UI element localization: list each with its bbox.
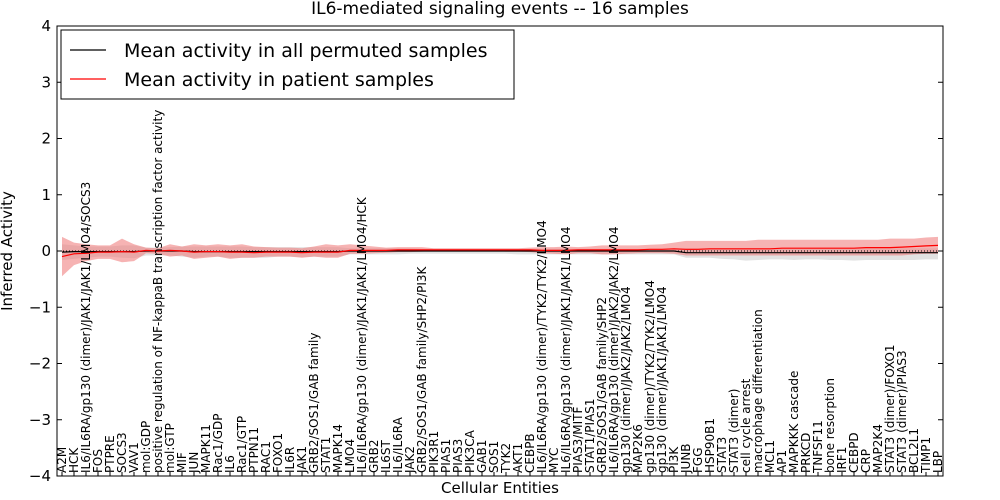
x-tick-label: GAB1 (475, 440, 489, 473)
y-tick-label: 1 (41, 186, 51, 204)
band-patient (62, 236, 938, 277)
x-tick-label: Rac1/GDP (211, 414, 225, 473)
x-tick-label: FGG (691, 448, 705, 474)
x-tick-label: PIK3R1 (427, 431, 441, 473)
y-tick-label: 2 (41, 130, 51, 148)
x-tick-label: PTPRE (103, 435, 117, 473)
x-tick-label: Rac1/GTP (235, 416, 249, 473)
x-tick-label: SOCS3 (115, 432, 129, 473)
x-tick-label: STAT3 (715, 437, 729, 473)
x-tick-label: CRP (859, 449, 873, 473)
x-tick-label: TYK2 (499, 443, 513, 474)
x-tick-label: JUNB (679, 443, 693, 474)
x-tick-label: MAPKKK cascade (787, 371, 801, 473)
x-tick-label: gp130 (dimer)/TYK2/TYK2/LMO4 (643, 280, 657, 473)
y-tick-label: 3 (41, 73, 51, 91)
x-tick-label: IL6/IL6RA (391, 416, 405, 473)
x-axis-label: Cellular Entities (441, 479, 559, 497)
y-tick-label: −4 (29, 467, 51, 485)
legend: Mean activity in all permuted samples Me… (60, 29, 515, 100)
y-tick-label: −3 (29, 411, 51, 429)
x-tick-label: PTPN11 (247, 427, 261, 473)
x-tick-label: IL6/IL6RA/gp130 (dimer)/TYK2/TYK2/LMO4 (535, 220, 549, 473)
x-tick-label: PRKCD (799, 433, 813, 473)
x-tick-label: LMO4 (343, 439, 357, 473)
x-tick-label: IL6/IL6RA/gp130 (dimer)/JAK1/JAK1/LMO4/S… (79, 182, 93, 473)
x-tick-label: IL6ST (379, 440, 393, 473)
y-axis-label: Inferred Activity (0, 191, 16, 311)
x-tick-label: VAV1 (127, 442, 141, 473)
x-tick-label: A2M (55, 447, 69, 473)
x-tick-label: FOXO1 (271, 433, 285, 473)
x-tick-label: positive regulation of NF-kappaB transcr… (151, 110, 165, 473)
legend-box (60, 29, 515, 100)
x-tick-label: GRB2/SOS1/GAB family (307, 333, 321, 474)
x-tick-label: TIMP1 (919, 437, 933, 474)
x-tick-label: RAC1 (259, 441, 273, 473)
x-tick-label: IL6/IL6RA/gp130 (dimer)/JAK1/JAK1/LMO4 (559, 227, 573, 473)
x-tick-label: STAT1 (319, 437, 333, 473)
x-tick-label: STAT3 (dimer)/PIAS3 (895, 350, 909, 473)
x-tick-label: PIAS3 (451, 439, 465, 473)
y-tick-label: 4 (41, 17, 51, 35)
x-tick-label: gp130 (dimer)/JAK1/JAK1/LMO4 (655, 286, 669, 473)
x-tick-label: SOS1 (487, 441, 501, 473)
x-tick-label: CEBPD (847, 432, 861, 473)
x-tick-label: TNFSF11 (811, 420, 825, 474)
x-tick-label: PIAS1 (439, 439, 453, 473)
x-tick-label: AKT1 (511, 443, 525, 473)
x-tick-label: GRB2/SOS1/GAB family/SHP2/PI3K (415, 265, 429, 473)
legend-label-permuted: Mean activity in all permuted samples (124, 40, 487, 62)
x-tick-label: mol:GTP (163, 423, 177, 473)
y-tick-label: −1 (29, 298, 51, 316)
x-tick-label: MAPK14 (331, 424, 345, 473)
x-tick-label: MAP2K6 (631, 424, 645, 473)
chart-title: IL6-mediated signaling events -- 16 samp… (311, 0, 689, 19)
x-tick-label: HSP90B1 (703, 418, 717, 473)
x-tick-label: JUN (187, 452, 201, 474)
x-tick-label: IL6 (223, 455, 237, 473)
x-tick-label: STAT1/PIAS1 (583, 398, 597, 473)
x-tick-label: JAK1 (295, 446, 309, 474)
x-tick-label: AP1 (775, 450, 789, 473)
x-tick-label: macrophage differentiation (751, 309, 765, 473)
x-tick-label: mol:GDP (139, 421, 153, 473)
x-tick-label: IL6R (283, 447, 297, 473)
x-tick-label: IRF1 (835, 447, 849, 473)
plot-frame (56, 25, 944, 477)
x-tick-label: LBP (931, 451, 945, 473)
x-tick-label: MAPK11 (199, 424, 213, 473)
x-tick-label: HCK (67, 447, 81, 473)
x-tick-label: MAP2K4 (871, 424, 885, 473)
x-tick-label: GRB2/SOS1/GAB family/SHP2 (595, 297, 609, 473)
x-tick-label: IL6/IL6RA/gp130 (dimer)/JAK1/JAK1/LMO4/H… (355, 196, 369, 473)
x-tick-label: GRB2 (367, 439, 381, 473)
x-tick-label: BCL2L1 (907, 428, 921, 473)
x-tick-label: PI3K (667, 446, 681, 473)
x-tick-label: JAK2 (403, 446, 417, 474)
x-tick-label: PIK3CA (463, 429, 477, 473)
x-tick-label: CEBPB (523, 433, 537, 473)
legend-label-patient: Mean activity in patient samples (124, 69, 434, 91)
y-tick-label: 0 (41, 242, 51, 260)
y-tick-label: −2 (29, 355, 51, 373)
x-tick-label: STAT3 (dimer)/FOXO1 (883, 344, 897, 473)
series-line-patient (61, 244, 939, 258)
x-tick-label: bone resorption (823, 378, 837, 473)
x-tick-label: cell cycle arrest (739, 378, 753, 473)
x-tick-label: MIF (175, 452, 189, 473)
x-tick-label: gp130 (dimer)/JAK2/JAK2/LMO4 (619, 286, 633, 473)
x-tick-label: IL6/IL6RA/gp130 (dimer)/JAK2/JAK2/LMO4 (607, 227, 621, 473)
x-tick-label: MCL1 (763, 440, 777, 473)
x-tick-label: PIAS3/MITF (571, 406, 585, 473)
x-tick-label: FOS (91, 449, 105, 473)
x-tick-label: MYC (547, 448, 561, 473)
x-tick-label: STAT3 (dimer) (727, 389, 741, 473)
